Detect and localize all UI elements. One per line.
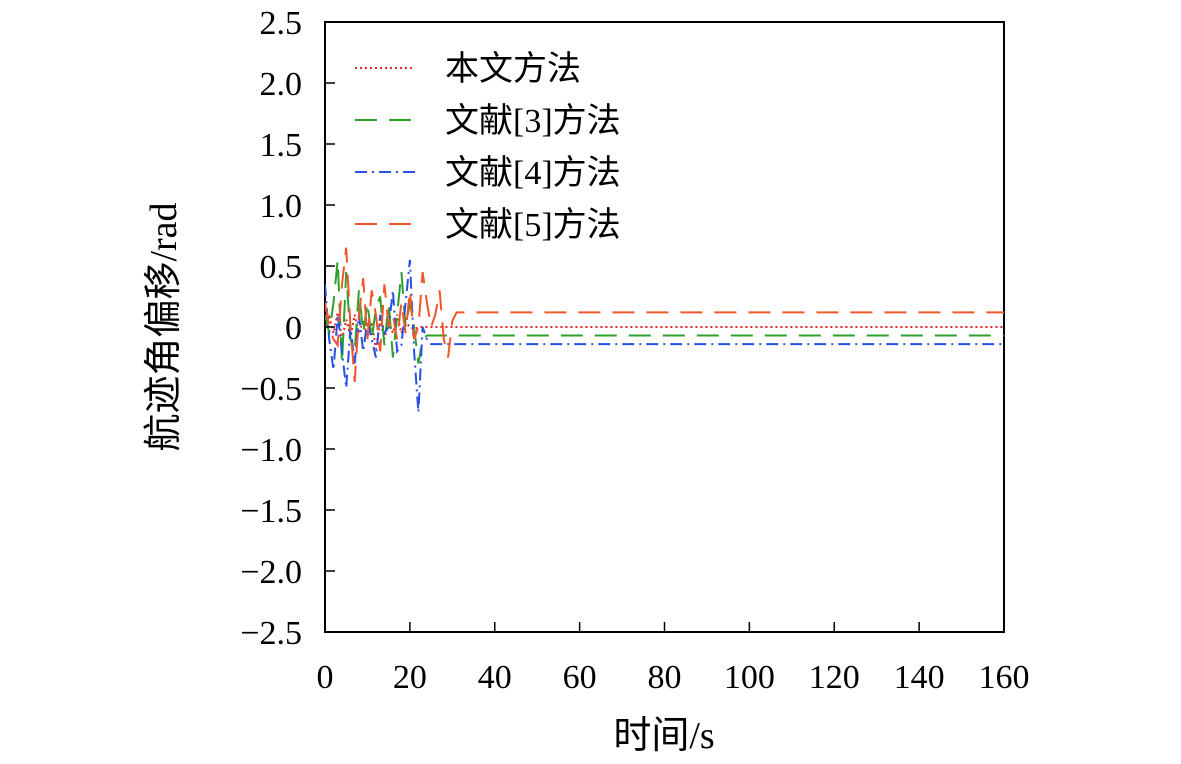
y-tick-label: 0.5 (260, 249, 303, 286)
y-tick-label: 2.0 (260, 66, 303, 103)
x-tick-label: 140 (894, 659, 945, 696)
x-axis-title: 时间/s (613, 715, 714, 757)
y-tick-label: −1.5 (240, 493, 302, 530)
series-layer (325, 247, 1004, 413)
x-axis: 0 20 40 60 80 100 120 140 160 (317, 622, 1030, 696)
legend-label: 本文方法 (445, 50, 581, 88)
legend-label: 文献[4]方法 (445, 154, 621, 192)
legend-label: 文献[3]方法 (445, 102, 621, 140)
y-tick-label: 0 (285, 310, 302, 347)
y-tick-label: −2.5 (240, 615, 302, 652)
x-tick-label: 20 (393, 659, 427, 696)
x-tick-label: 160 (979, 659, 1030, 696)
y-tick-label: 1.0 (260, 188, 303, 225)
x-tick-label: 120 (809, 659, 860, 696)
y-tick-label: −2.0 (240, 554, 302, 591)
y-tick-label: −0.5 (240, 371, 302, 408)
x-tick-label: 0 (317, 659, 334, 696)
x-tick-label: 60 (563, 659, 597, 696)
y-axis: 2.5 2.0 1.5 1.0 0.5 0 −0.5 −1.0 −1.5 −2.0 −2.5 (240, 5, 335, 652)
series-line-2 (325, 259, 1004, 364)
x-tick-label: 40 (478, 659, 512, 696)
series-line-4 (325, 247, 1004, 382)
x-tick-label: 80 (648, 659, 682, 696)
series-line-3 (325, 259, 1004, 413)
legend-label: 文献[5]方法 (445, 206, 621, 244)
y-tick-label: 1.5 (260, 127, 303, 164)
y-axis-title: 航迹角偏移/rad (143, 202, 185, 451)
y-tick-label: 2.5 (260, 5, 303, 42)
x-tick-label: 100 (724, 659, 775, 696)
y-tick-label: −1.0 (240, 432, 302, 469)
